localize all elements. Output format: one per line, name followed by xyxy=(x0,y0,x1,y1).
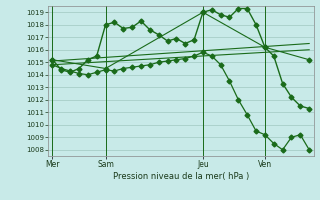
X-axis label: Pression niveau de la mer( hPa ): Pression niveau de la mer( hPa ) xyxy=(113,172,249,181)
